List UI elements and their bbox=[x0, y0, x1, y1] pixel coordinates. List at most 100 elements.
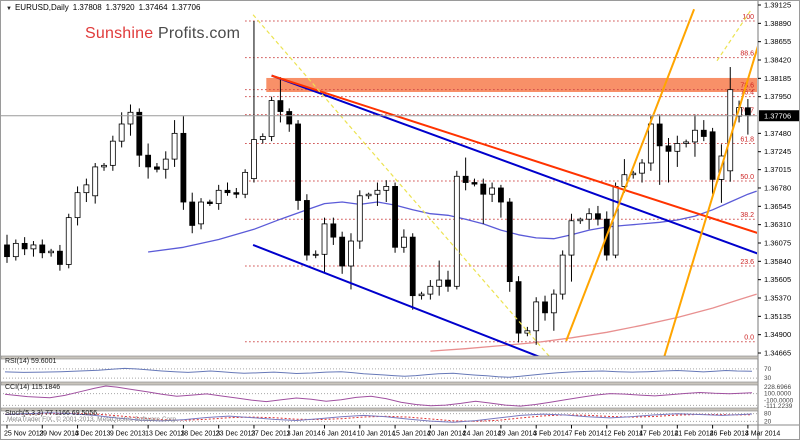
candle bbox=[180, 132, 187, 203]
candle bbox=[427, 285, 434, 295]
rsi-line bbox=[4, 367, 753, 378]
time-axis-label: 21 Feb 2014 bbox=[674, 431, 713, 438]
price-axis-label: 1.37245 bbox=[764, 147, 791, 156]
candle bbox=[268, 100, 275, 137]
ohlc-close: 1.37706 bbox=[171, 3, 201, 12]
time-axis-label: 29 Nov 2013 bbox=[39, 431, 79, 438]
candle bbox=[21, 242, 28, 250]
rsi-level-label: 70 bbox=[764, 366, 772, 373]
ohlc-high: 1.37920 bbox=[105, 3, 135, 12]
fib-level-label: 0.0 bbox=[744, 335, 754, 342]
price-axis-label: 1.36310 bbox=[764, 220, 791, 229]
time-axis-label: 7 Feb 2014 bbox=[568, 431, 604, 438]
candle bbox=[303, 200, 310, 256]
candle bbox=[374, 189, 381, 195]
candle bbox=[577, 218, 584, 222]
time-axis[interactable] bbox=[1, 426, 800, 440]
candle bbox=[480, 183, 487, 195]
rsi-level-label: 30 bbox=[764, 375, 772, 382]
candle bbox=[445, 279, 451, 287]
price-axis-label: 1.35840 bbox=[764, 257, 791, 266]
candle bbox=[506, 201, 513, 283]
price-axis-label: 1.35135 bbox=[764, 312, 791, 321]
time-axis-label: 20 Jan 2014 bbox=[427, 431, 466, 438]
candle bbox=[242, 171, 249, 195]
candle bbox=[515, 281, 522, 334]
time-axis-label: 3 Feb 2014 bbox=[533, 431, 569, 438]
cci-axis-value: -111.2239 bbox=[764, 403, 793, 410]
candle bbox=[224, 189, 231, 194]
panel-separator[interactable] bbox=[1, 355, 759, 360]
candle bbox=[330, 223, 337, 238]
cci-axis-value: -100.0000 bbox=[764, 398, 794, 405]
candle bbox=[392, 186, 398, 248]
price-axis[interactable] bbox=[758, 1, 800, 425]
time-axis-label: 12 Feb 2014 bbox=[604, 431, 643, 438]
candle bbox=[145, 154, 152, 168]
candle bbox=[542, 301, 548, 314]
stoch-level-label: 80 bbox=[764, 411, 772, 418]
brand-watermark-red: Sunshine bbox=[85, 25, 154, 42]
fib-level-label: 38.2 bbox=[740, 212, 754, 219]
metatrader-watermark: MetaTrader FIX, © 2001-2013, MetaQuotes … bbox=[7, 416, 178, 423]
time-axis-label: 29 Jan 2014 bbox=[498, 431, 537, 438]
resistance-zone bbox=[266, 77, 757, 93]
price-axis-label: 1.34900 bbox=[764, 330, 791, 339]
price-axis-label: 1.37480 bbox=[764, 129, 791, 138]
candle bbox=[383, 186, 390, 191]
slow-moving-average bbox=[430, 293, 757, 352]
current-price-box bbox=[759, 110, 799, 122]
candle bbox=[12, 242, 19, 258]
price-axis-label: 1.35605 bbox=[764, 275, 791, 284]
collapse-arrow-icon[interactable]: ▼ bbox=[6, 6, 12, 12]
rising-channel-orange-2 bbox=[663, 45, 757, 357]
candle bbox=[215, 189, 222, 204]
candle bbox=[595, 213, 601, 220]
candle bbox=[348, 240, 354, 267]
time-axis-label: 26 Feb 2014 bbox=[710, 431, 749, 438]
price-axis-label: 1.37015 bbox=[764, 165, 791, 174]
time-axis-label: 23 Dec 2013 bbox=[216, 431, 256, 438]
time-axis-label: 1 Jan 2014 bbox=[286, 431, 321, 438]
time-axis-label: 9 Dec 2013 bbox=[110, 431, 146, 438]
price-axis-label: 1.39125 bbox=[764, 1, 791, 10]
candle bbox=[233, 192, 240, 195]
brand-watermark-gray: Profits.com bbox=[153, 25, 241, 42]
fib-level-label: 50.0 bbox=[740, 174, 754, 181]
candle bbox=[57, 250, 63, 265]
stoch-level-label: 20 bbox=[764, 418, 772, 425]
candle bbox=[171, 132, 178, 160]
candle bbox=[665, 145, 672, 152]
time-axis-label: 17 Feb 2014 bbox=[639, 431, 678, 438]
time-axis-label: 18 Dec 2013 bbox=[180, 431, 220, 438]
candle bbox=[621, 174, 628, 187]
candle bbox=[639, 162, 645, 174]
candle bbox=[206, 201, 213, 204]
time-axis-label: 10 Jan 2014 bbox=[357, 431, 396, 438]
panel-separator[interactable] bbox=[1, 407, 759, 412]
fib-level-label: 23.6 bbox=[740, 259, 754, 266]
candle bbox=[321, 223, 328, 255]
candle bbox=[339, 236, 346, 267]
candle bbox=[471, 182, 478, 185]
fib-level-label: 78.6 bbox=[740, 83, 754, 90]
candle bbox=[39, 244, 46, 254]
panel-separator[interactable] bbox=[1, 381, 759, 386]
price-axis-label: 1.38420 bbox=[764, 56, 791, 65]
time-axis-label: 25 Nov 2013 bbox=[4, 431, 44, 438]
fib-level-label: 100 bbox=[742, 14, 754, 21]
price-axis-label: 1.36780 bbox=[764, 183, 791, 192]
declining-channel-lower-blue bbox=[252, 244, 541, 357]
candle bbox=[74, 192, 81, 219]
candle bbox=[568, 220, 575, 256]
candle bbox=[365, 193, 372, 197]
candle bbox=[409, 236, 416, 297]
time-axis-label: 3 Mar 2014 bbox=[745, 431, 781, 438]
time-axis-label: 4 Dec 2013 bbox=[75, 431, 111, 438]
price-axis-label: 1.35370 bbox=[764, 294, 791, 303]
candle bbox=[674, 143, 681, 152]
time-axis-label: 27 Dec 2013 bbox=[251, 431, 291, 438]
